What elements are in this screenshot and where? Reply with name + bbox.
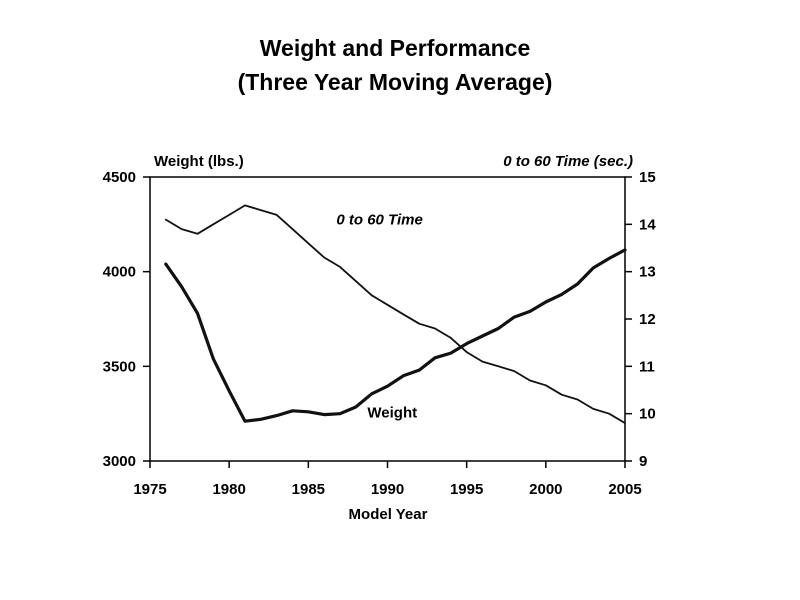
series-line-weight [164, 248, 627, 423]
y-right-tick-label: 13 [639, 264, 656, 281]
x-tick-label: 1980 [212, 481, 245, 498]
series-layer [164, 204, 627, 425]
y-right-tick-label: 10 [639, 406, 656, 423]
x-tick-label: 1975 [133, 481, 166, 498]
y-left-tick-label: 4000 [103, 264, 136, 281]
y-right-tick-label: 15 [639, 169, 656, 186]
chart-title-line-2: (Three Year Moving Average) [237, 69, 553, 95]
x-tick-label: 1995 [450, 481, 483, 498]
x-tick-label: 1985 [292, 481, 325, 498]
y-right-tick-label: 11 [639, 358, 655, 375]
ticks-layer: 1975 1980 1985 1990 1995 2000 2005 3000 3500 4000… [103, 169, 657, 498]
y-right-tick-label: 12 [639, 311, 656, 328]
series-line-0-to-60-time [164, 204, 626, 425]
x-tick-label: 2005 [608, 481, 641, 498]
chart-title-line-1: Weight and Performance [259, 35, 531, 61]
y-axis-left-label: Weight (lbs.) [154, 153, 244, 170]
y-left-tick-label: 4500 [103, 169, 136, 186]
x-tick-label: 2000 [529, 481, 562, 498]
y-right-tick-label: 9 [639, 453, 647, 470]
y-left-tick-label: 3500 [103, 358, 136, 375]
x-axis-label: Model Year [349, 506, 428, 523]
y-axis-right-label: 0 to 60 Time (sec.) [503, 153, 633, 170]
y-right-tick-label: 14 [639, 216, 656, 233]
x-tick-label: 1990 [371, 481, 404, 498]
annotation-layer: 0 to 60 Time Weight [336, 211, 422, 421]
annotation-label: 0 to 60 Time [336, 211, 422, 228]
y-left-tick-label: 3000 [103, 453, 136, 470]
annotation-label: Weight [367, 404, 417, 421]
